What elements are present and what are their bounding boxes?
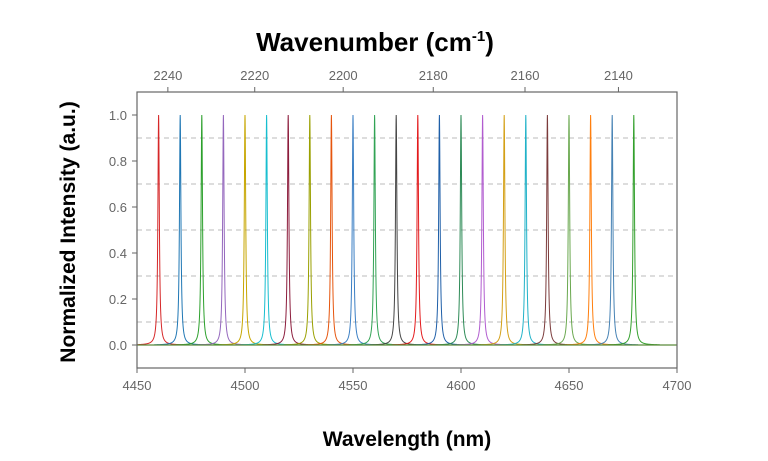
axis-ticks: 4450 4500 4550 4600 4650 4700 0.0 0.2 0.4 0.6 0.8 1…: [109, 68, 692, 393]
x-axis-title: Wavelength (nm): [323, 428, 491, 451]
x-tick-label: 4550: [339, 378, 368, 393]
peak-9: [305, 114, 358, 346]
top-tick-label: 2180: [419, 68, 448, 83]
top-axis-title-main: Wavenumber (cm: [256, 27, 472, 57]
y-tick-label: 0.6: [109, 200, 127, 215]
peak-22: [586, 114, 639, 346]
x-tick-label: 4700: [663, 378, 692, 393]
peak-14: [413, 114, 466, 346]
plot-frame: [136, 91, 678, 369]
x-tick-label: 4600: [447, 378, 476, 393]
top-tick-label: 2220: [240, 68, 269, 83]
top-tick-label: 2160: [511, 68, 540, 83]
top-axis-title-suffix: ): [485, 27, 494, 57]
peak-series: [136, 114, 677, 346]
y-axis-title: Normalized Intensity (a.u.): [57, 101, 80, 362]
y-tick-label: 0.4: [109, 246, 127, 261]
peak-19: [521, 114, 574, 346]
x-tick-label: 4450: [123, 378, 152, 393]
y-tick-label: 1.0: [109, 108, 127, 123]
top-tick-label: 2140: [604, 68, 633, 83]
top-axis-title-superscript: -1: [472, 28, 485, 45]
peak-12: [370, 114, 423, 346]
peak-7: [262, 114, 315, 346]
peak-4: [197, 114, 250, 346]
y-tick-label: 0.2: [109, 292, 127, 307]
top-axis-title: Wavenumber (cm-1): [256, 27, 494, 57]
y-tick-label: 0.0: [109, 338, 127, 353]
grid-lines: [137, 137, 677, 323]
peak-2: [154, 114, 207, 346]
top-tick-label: 2240: [153, 68, 182, 83]
y-tick-label: 0.8: [109, 154, 127, 169]
peak-17: [478, 114, 531, 346]
top-tick-label: 2200: [329, 68, 358, 83]
x-tick-label: 4650: [555, 378, 584, 393]
x-tick-label: 4500: [231, 378, 260, 393]
